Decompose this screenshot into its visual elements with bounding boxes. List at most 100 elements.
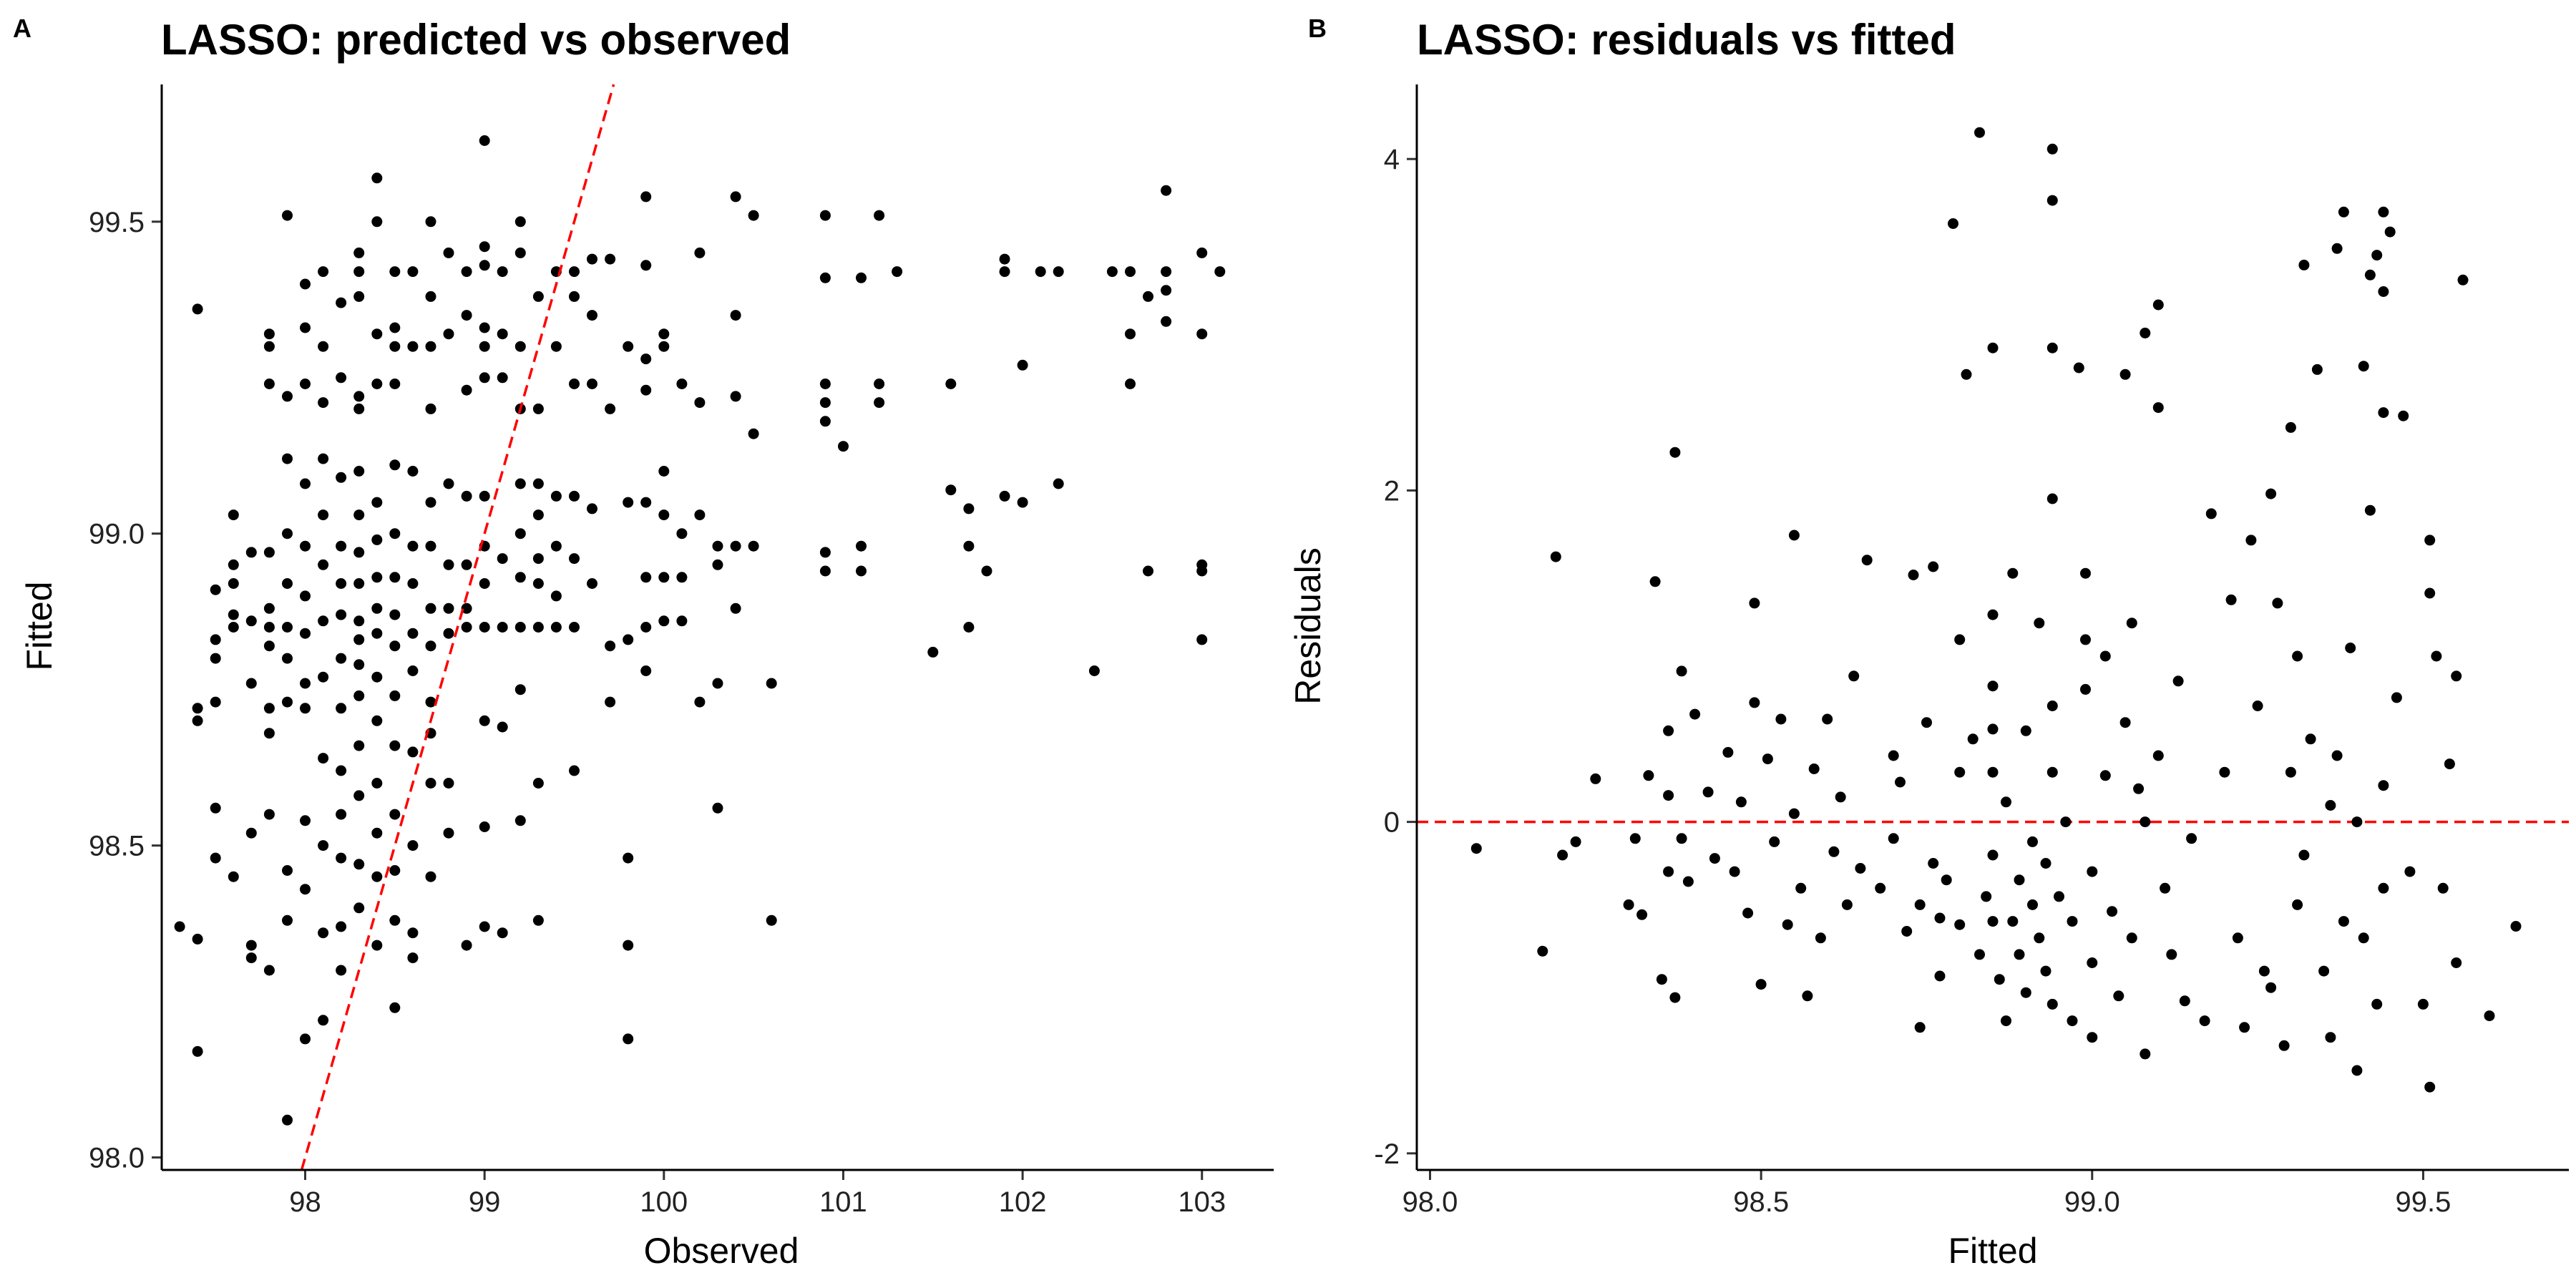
panel-b-data-point — [2424, 535, 2436, 546]
panel-a-data-point — [228, 609, 239, 620]
panel-a-data-point — [389, 809, 401, 820]
panel-a-data-point — [532, 553, 544, 565]
panel-a-data-point — [389, 266, 401, 278]
panel-b-data-point — [2020, 725, 2031, 736]
panel-b-data-point — [1623, 899, 1634, 910]
panel-b-data-point — [2404, 866, 2416, 877]
panel-b-data-point — [2054, 891, 2064, 902]
panel-a-data-point — [461, 940, 472, 951]
panel-a-data-point — [371, 379, 383, 389]
panel-b-data-point — [2126, 618, 2137, 629]
panel-b-data-point — [2046, 766, 2058, 778]
panel-a-data-point — [443, 328, 454, 340]
panel-a-data-point — [389, 1002, 401, 1013]
panel-a-data-point — [730, 191, 741, 203]
panel-a-data-point — [712, 540, 723, 552]
panel-b-data-point — [1835, 791, 1846, 803]
panel-a-data-point — [479, 622, 490, 633]
panel-a-data-point — [461, 602, 472, 614]
panel-a-data-point — [748, 540, 759, 552]
panel-b-data-point — [2001, 796, 2011, 808]
panel-b-data-point — [2378, 780, 2389, 791]
panel-a-title: LASSO: predicted vs observed — [161, 16, 791, 64]
panel-a-data-point — [210, 584, 221, 595]
panel-b-data-point — [2258, 965, 2270, 977]
panel-b-data-point — [2087, 1032, 2098, 1043]
panel-a-data-point — [371, 216, 383, 228]
panel-b-data-point — [2265, 982, 2277, 993]
panel-b-data-point — [1888, 833, 1899, 844]
panel-a-data-point — [712, 559, 723, 570]
panel-b-data-point — [1954, 766, 1966, 778]
panel-a-data-point — [1196, 247, 1208, 258]
panel-a-data-point — [569, 490, 580, 502]
panel-b-data-point — [2067, 916, 2078, 927]
panel-a-data-point — [407, 628, 419, 639]
panel-a-data-point — [479, 921, 490, 932]
panel-b-data-point — [1649, 576, 1661, 587]
panel-b-data-point — [2325, 800, 2336, 811]
panel-b-data-point — [2364, 269, 2376, 280]
panel-a-data-point — [479, 135, 490, 146]
panel-a-data-point — [569, 622, 580, 633]
panel-a-data-point — [353, 902, 365, 914]
panel-a-data-point — [461, 384, 472, 396]
panel-a-data-point — [605, 403, 616, 414]
panel-a-data-point — [856, 540, 867, 552]
panel-a-data-point — [587, 503, 597, 514]
panel-a-data-point — [407, 540, 419, 552]
panel-a-data-point — [228, 871, 239, 882]
panel-b-data-point — [2484, 1010, 2495, 1022]
panel-a-data-point — [371, 827, 383, 839]
panel-a-data-point — [389, 690, 401, 701]
panel-a-data-point — [479, 322, 490, 333]
panel-b-data-point — [1702, 786, 1714, 798]
panel-a-data-point — [336, 297, 347, 308]
panel-a-data-point — [1106, 266, 1118, 278]
panel-a-data-point — [353, 391, 365, 402]
panel-a-data-point — [999, 266, 1010, 278]
panel-a-data-point — [336, 921, 347, 932]
panel-a-data-point — [336, 809, 347, 820]
panel-a-data-point — [282, 914, 293, 926]
panel-b-data-point — [2417, 998, 2429, 1010]
panel-b-data-point — [2398, 410, 2409, 421]
panel-a-data-point — [532, 509, 544, 521]
panel-a-ticks: 98 99 100 101 102 103 98.0 98.5 99.0 99.5 — [89, 207, 1226, 1218]
panel-a-data-point — [587, 310, 597, 321]
panel-a-data-point — [210, 852, 221, 864]
panel-b-data-point — [2060, 816, 2072, 828]
panel-b-data-point — [2080, 683, 2091, 695]
panel-a-data-point — [353, 247, 365, 258]
panel-a-data-point — [569, 765, 580, 776]
panel-a-data-point — [353, 547, 365, 558]
panel-a-data-point — [318, 397, 329, 409]
panel-a-data-point — [407, 952, 419, 964]
panel-b-data-point — [1895, 776, 1906, 788]
panel-a-data-point — [623, 341, 634, 352]
panel-a-data-point — [532, 622, 544, 633]
panel-b-data-point — [2073, 362, 2084, 374]
panel-b-data-point — [1848, 670, 1860, 682]
panel-b-data-point — [2080, 634, 2091, 645]
panel-a-data-point — [587, 578, 597, 589]
panel-b-x-tick-label: 98.5 — [1733, 1186, 1789, 1218]
panel-b-data-point — [2351, 1065, 2363, 1076]
panel-b-data-point — [1934, 912, 1946, 924]
panel-a-data-point — [318, 671, 329, 683]
panel-a-data-point — [389, 341, 401, 352]
panel-a-data-point — [300, 278, 311, 290]
panel-b-data-point — [1815, 932, 1826, 944]
panel-a-reference-line — [300, 84, 615, 1171]
panel-a-data-point — [353, 509, 365, 521]
panel-a-data-point — [407, 927, 419, 939]
panel-a-data-point — [336, 372, 347, 384]
panel-b-data-point — [1669, 447, 1681, 458]
panel-b-data-point — [1961, 369, 1972, 380]
panel-a-data-point — [999, 490, 1010, 502]
panel-a-data-point — [514, 622, 526, 633]
panel-a-data-point — [443, 778, 454, 789]
panel-a-data-point — [407, 266, 419, 278]
panel-b-data-point — [1729, 866, 1740, 877]
